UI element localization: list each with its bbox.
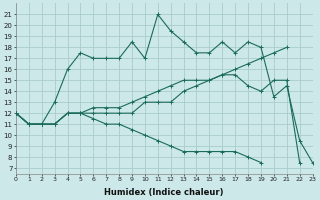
X-axis label: Humidex (Indice chaleur): Humidex (Indice chaleur) bbox=[105, 188, 224, 197]
